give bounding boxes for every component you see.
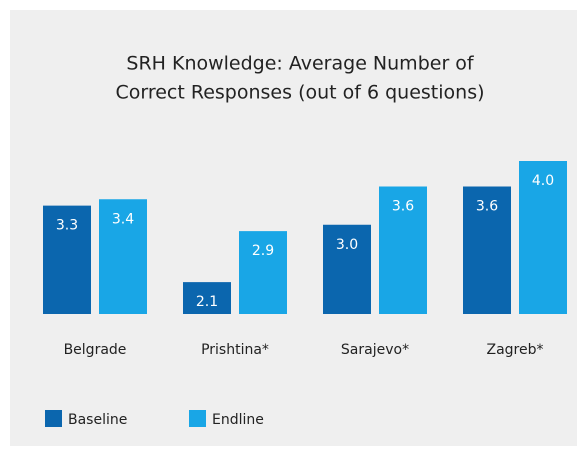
bar (463, 186, 511, 314)
value-label: 3.3 (56, 218, 78, 234)
legend-swatch (45, 410, 62, 427)
chart-title: Correct Responses (out of 6 questions) (115, 82, 484, 104)
legend-swatch (189, 410, 206, 427)
value-label: 4.0 (532, 173, 554, 189)
bar (183, 282, 231, 314)
value-label: 3.6 (476, 199, 498, 215)
value-label: 3.0 (336, 237, 358, 253)
legend-label: Baseline (68, 412, 127, 428)
x-tick-label: Belgrade (64, 342, 127, 358)
value-label: 3.6 (392, 199, 414, 215)
x-tick-label: Sarajevo* (341, 342, 409, 358)
chart-title: SRH Knowledge: Average Number of (126, 53, 475, 75)
bar (519, 161, 567, 314)
bar (323, 224, 371, 314)
bar (239, 231, 287, 314)
value-label: 2.9 (252, 243, 274, 259)
bar (43, 205, 91, 314)
legend-label: Endline (212, 412, 264, 428)
value-label: 3.4 (112, 211, 134, 227)
x-tick-label: Prishtina* (201, 342, 269, 358)
bar (379, 186, 427, 314)
x-tick-label: Zagreb* (486, 342, 543, 358)
value-label: 2.1 (196, 294, 218, 310)
bar (99, 199, 147, 314)
